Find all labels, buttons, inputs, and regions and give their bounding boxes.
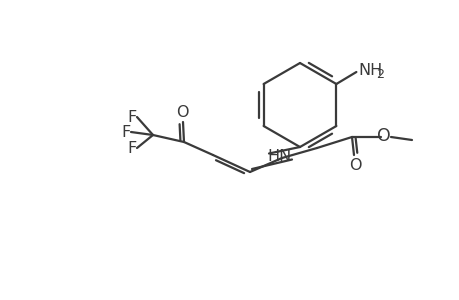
Text: HN: HN — [267, 149, 291, 164]
Text: F: F — [127, 110, 136, 124]
Text: O: O — [376, 127, 390, 145]
Text: O: O — [348, 158, 360, 172]
Text: O: O — [175, 104, 188, 119]
Text: 2: 2 — [375, 68, 384, 80]
Text: F: F — [121, 124, 130, 140]
Text: F: F — [127, 140, 136, 155]
Text: NH: NH — [358, 62, 382, 77]
